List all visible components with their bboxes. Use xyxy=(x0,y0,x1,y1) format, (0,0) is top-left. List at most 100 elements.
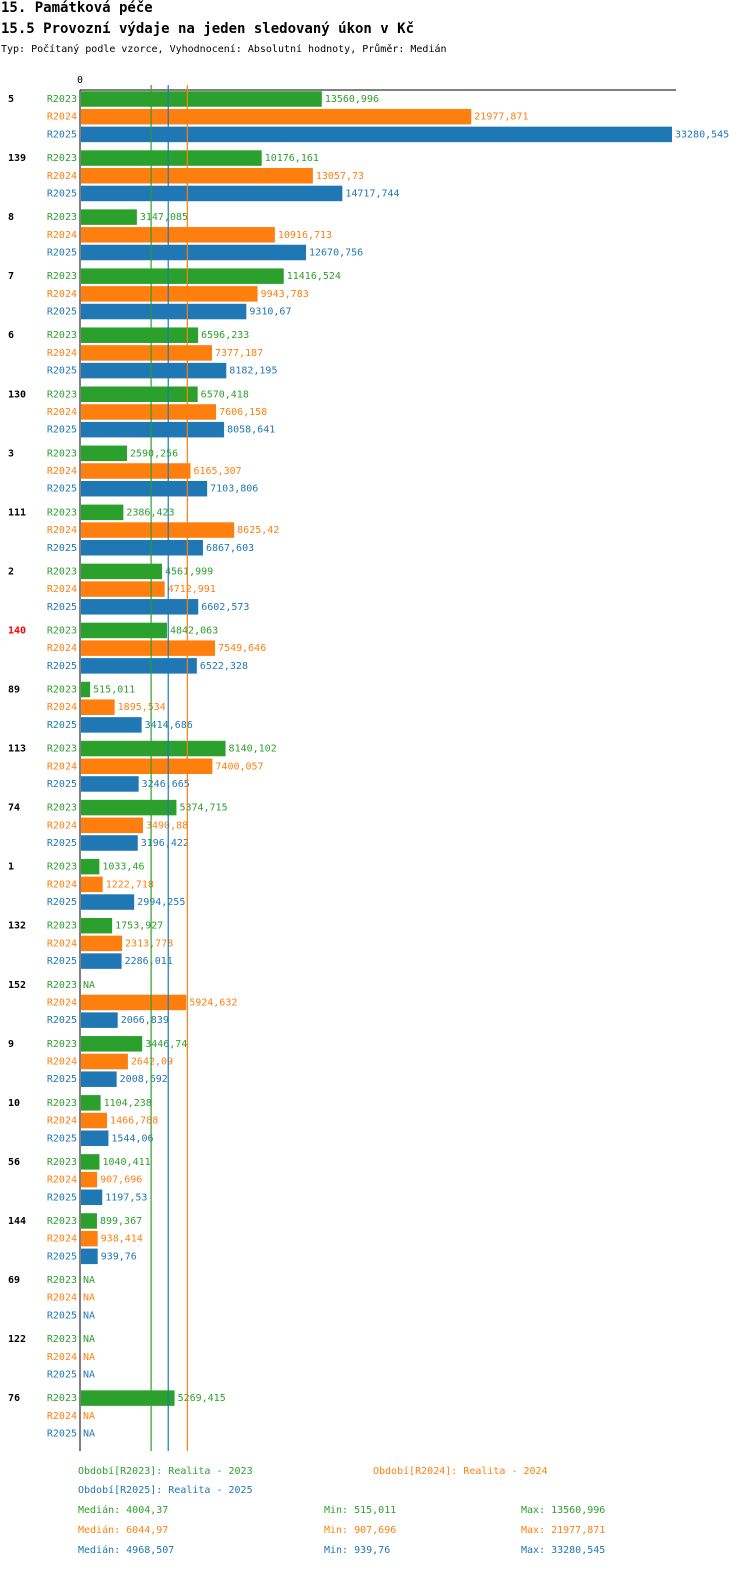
bar-r2023-139 xyxy=(81,150,262,166)
series-label-r2023: R2023 xyxy=(47,862,77,873)
series-label-r2025: R2025 xyxy=(47,838,77,849)
bar-r2023-132 xyxy=(81,917,113,934)
series-label-r2023: R2023 xyxy=(47,685,77,696)
value-label-r2023-1: 1033,46 xyxy=(102,862,144,873)
value-label-r2023-5: 13560,996 xyxy=(325,94,379,105)
bar-r2024-111 xyxy=(81,522,235,538)
series-label-r2025: R2025 xyxy=(47,484,77,495)
value-label-r2024-113: 7400,057 xyxy=(215,761,263,772)
series-label-r2023: R2023 xyxy=(47,271,77,282)
bar-r2024-5 xyxy=(81,108,472,125)
value-label-r2023-8: 3147,085 xyxy=(140,212,188,223)
series-label-r2023: R2023 xyxy=(47,1216,77,1227)
series-label-r2025: R2025 xyxy=(47,248,77,259)
value-label-r2025-76: NA xyxy=(83,1429,95,1440)
series-label-r2025: R2025 xyxy=(47,1251,77,1262)
bar-r2023-10 xyxy=(81,1095,101,1111)
bar-r2025-7 xyxy=(81,303,247,320)
bar-r2023-6 xyxy=(81,327,199,343)
series-label-r2024: R2024 xyxy=(47,230,77,241)
bar-r2025-8 xyxy=(81,244,307,261)
chart-type-line: Typ: Počítaný podle vzorce, Vyhodnocení:… xyxy=(1,44,447,55)
bar-r2024-56 xyxy=(81,1171,98,1188)
value-label-r2023-111: 2386,423 xyxy=(126,507,174,518)
value-label-r2024-152: 5924,632 xyxy=(189,997,237,1008)
bar-r2024-74 xyxy=(81,817,143,834)
bar-r2023-144 xyxy=(81,1213,97,1229)
value-label-r2024-1: 1222,718 xyxy=(106,879,154,890)
value-label-r2025-3: 7103,806 xyxy=(210,484,258,495)
value-label-r2023-122: NA xyxy=(83,1334,95,1345)
chart-title: 15.5 Provozní výdaje na jeden sledovaný … xyxy=(1,21,415,37)
series-label-r2023: R2023 xyxy=(47,1039,77,1050)
category-label-7: 7 xyxy=(8,271,14,282)
value-label-r2024-5: 21977,871 xyxy=(474,112,528,123)
value-label-r2025-74: 3196,422 xyxy=(141,838,189,849)
series-label-r2024: R2024 xyxy=(47,761,77,772)
bar-r2023-9 xyxy=(81,1036,143,1052)
legend-r2024: Období[R2024]: Realita - 2024 xyxy=(373,1466,548,1477)
series-label-r2025: R2025 xyxy=(47,366,77,377)
category-label-76: 76 xyxy=(8,1393,20,1404)
value-label-r2024-130: 7606,158 xyxy=(219,407,267,418)
series-label-r2024: R2024 xyxy=(47,1116,77,1127)
value-label-r2024-89: 1895,534 xyxy=(118,702,166,713)
bar-r2023-113 xyxy=(81,740,226,757)
bar-r2025-56 xyxy=(81,1189,103,1206)
series-label-r2024: R2024 xyxy=(47,1352,77,1363)
category-label-9: 9 xyxy=(8,1039,14,1050)
series-label-r2025: R2025 xyxy=(47,956,77,967)
bar-r2025-132 xyxy=(81,953,122,969)
series-label-r2023: R2023 xyxy=(47,921,77,932)
bar-r2023-2 xyxy=(81,563,163,580)
value-label-r2023-10: 1104,238 xyxy=(104,1098,152,1109)
bar-r2024-132 xyxy=(81,935,123,952)
series-label-r2023: R2023 xyxy=(47,1393,77,1404)
stat-median-r2025: Medián: 4968,507 xyxy=(78,1545,175,1556)
value-label-r2024-56: 907,696 xyxy=(100,1175,142,1186)
value-label-r2025-7: 9310,67 xyxy=(249,307,291,318)
series-label-r2025: R2025 xyxy=(47,1074,77,1085)
value-label-r2023-69: NA xyxy=(83,1275,95,1286)
series-label-r2023: R2023 xyxy=(47,1275,77,1286)
value-label-r2023-56: 1040,411 xyxy=(102,1157,150,1168)
bar-r2023-74 xyxy=(81,799,177,816)
value-label-r2023-89: 515,011 xyxy=(93,685,135,696)
category-label-140: 140 xyxy=(8,625,26,636)
series-label-r2025: R2025 xyxy=(47,897,77,908)
series-label-r2025: R2025 xyxy=(47,661,77,672)
series-label-r2024: R2024 xyxy=(47,1293,77,1304)
value-label-r2023-3: 2590,256 xyxy=(130,448,178,459)
series-label-r2024: R2024 xyxy=(47,466,77,477)
category-label-3: 3 xyxy=(8,448,14,459)
value-label-r2024-7: 9943,783 xyxy=(261,289,309,300)
bar-r2023-111 xyxy=(81,504,124,521)
series-label-r2023: R2023 xyxy=(47,1157,77,1168)
series-label-r2025: R2025 xyxy=(47,188,77,199)
value-label-r2025-139: 14717,744 xyxy=(345,188,399,199)
bar-r2023-3 xyxy=(81,445,127,462)
category-label-69: 69 xyxy=(8,1275,20,1286)
value-label-r2025-152: 2066,839 xyxy=(121,1015,169,1026)
bar-r2024-140 xyxy=(81,640,216,656)
stat-min-r2024: Min: 907,696 xyxy=(324,1525,397,1536)
stat-median-r2024: Medián: 6044,97 xyxy=(78,1525,169,1536)
category-label-1: 1 xyxy=(8,862,14,873)
bar-r2025-9 xyxy=(81,1071,117,1087)
category-label-5: 5 xyxy=(8,94,14,105)
series-label-r2023: R2023 xyxy=(47,389,77,400)
series-label-r2024: R2024 xyxy=(47,112,77,123)
series-label-r2025: R2025 xyxy=(47,720,77,731)
bar-r2024-6 xyxy=(81,345,213,361)
bar-r2024-3 xyxy=(81,463,191,479)
bar-r2025-130 xyxy=(81,421,225,438)
series-label-r2023: R2023 xyxy=(47,212,77,223)
value-label-r2025-5: 33280,545 xyxy=(675,129,729,140)
value-label-r2024-74: 3490,88 xyxy=(146,820,188,831)
series-label-r2025: R2025 xyxy=(47,425,77,436)
bar-r2025-6 xyxy=(81,362,227,379)
bar-r2025-111 xyxy=(81,540,203,556)
bar-r2024-144 xyxy=(81,1230,98,1247)
series-label-r2024: R2024 xyxy=(47,525,77,536)
value-label-r2024-111: 8625,42 xyxy=(237,525,279,536)
